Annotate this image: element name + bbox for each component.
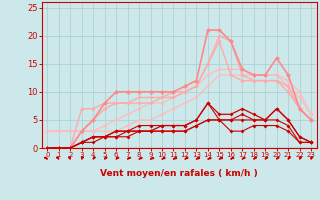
- X-axis label: Vent moyen/en rafales ( km/h ): Vent moyen/en rafales ( km/h ): [100, 169, 258, 178]
